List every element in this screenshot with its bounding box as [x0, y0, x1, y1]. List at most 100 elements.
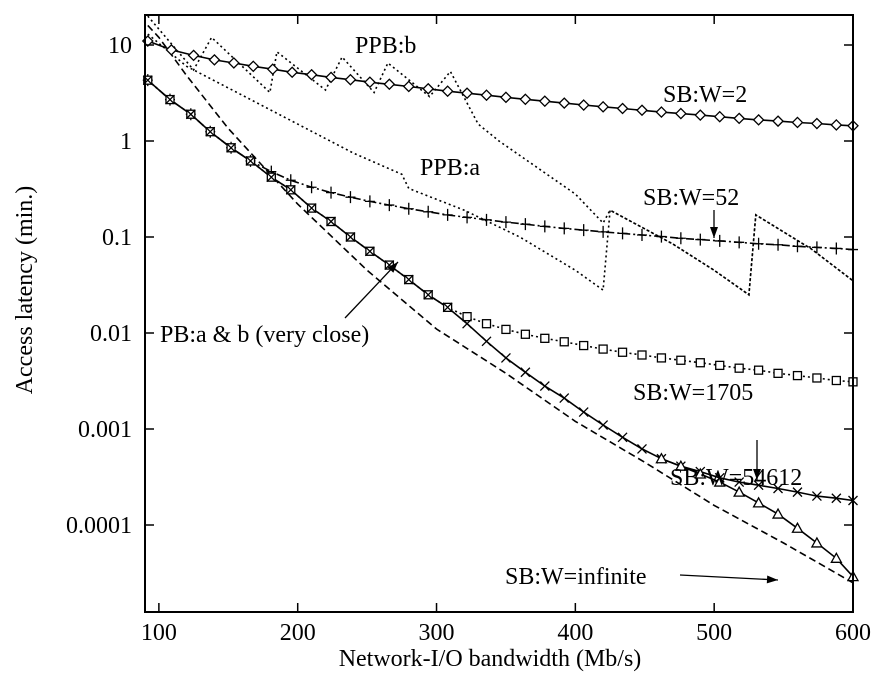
- data-point: [326, 186, 337, 199]
- data-point: [598, 225, 609, 238]
- data-point: [598, 420, 609, 430]
- data-point: [519, 93, 532, 106]
- data-point: [442, 208, 453, 221]
- axes-ticks: 100 200 300 400 500 600 0.0001 0.001 0.01 0.1 1 10: [66, 15, 871, 646]
- data-point: [810, 536, 824, 548]
- data-point: [674, 107, 687, 120]
- data-point: [811, 241, 822, 254]
- data-point: [345, 191, 356, 204]
- data-point: [753, 365, 764, 375]
- data-point: [285, 184, 296, 195]
- data-point: [520, 367, 531, 378]
- data-point: [617, 227, 628, 240]
- data-point: [655, 106, 668, 119]
- series-line: [147, 79, 854, 502]
- plot-frame: [144, 14, 854, 613]
- data-point: [364, 246, 375, 257]
- data-point: [733, 485, 746, 497]
- data-point: [558, 97, 571, 110]
- data-point: [245, 155, 256, 166]
- data-point: [247, 60, 260, 73]
- data-point: [520, 218, 531, 231]
- data-point: [185, 109, 196, 120]
- y-tick-label: 0.0001: [66, 513, 132, 539]
- plot-markers: [141, 35, 860, 582]
- x-tick-label: 600: [835, 620, 871, 646]
- data-point: [539, 220, 550, 233]
- data-point: [500, 216, 511, 229]
- data-point: [402, 80, 415, 93]
- annotation-label: PB:a & b (very close): [160, 322, 369, 348]
- data-point: [480, 89, 493, 102]
- data-point: [831, 375, 841, 386]
- data-point: [734, 236, 745, 249]
- data-point: [771, 507, 785, 519]
- data-point: [579, 340, 589, 351]
- data-point: [694, 109, 707, 122]
- data-point: [636, 228, 647, 241]
- annotation-label: PPB:a: [420, 155, 480, 181]
- data-point: [538, 95, 551, 108]
- data-point: [326, 216, 336, 227]
- data-point: [792, 370, 803, 381]
- data-point: [655, 452, 668, 464]
- data-point: [208, 53, 221, 66]
- data-point: [442, 302, 453, 313]
- annotation-arrowhead: [753, 469, 761, 480]
- series-line: [147, 24, 854, 584]
- data-point: [226, 142, 237, 153]
- x-tick-label: 400: [557, 620, 593, 646]
- data-point: [831, 242, 842, 255]
- data-point: [559, 337, 569, 347]
- data-point: [695, 358, 705, 368]
- data-point: [675, 232, 686, 245]
- x-tick-label: 300: [419, 620, 455, 646]
- data-point: [713, 110, 726, 123]
- data-point: [187, 49, 200, 62]
- data-point: [403, 202, 414, 215]
- data-point: [617, 347, 628, 357]
- data-point: [285, 174, 296, 187]
- series-line: [147, 33, 854, 297]
- data-point: [830, 551, 843, 563]
- data-point: [520, 329, 531, 339]
- data-point: [753, 480, 764, 491]
- y-tick-label: 0.01: [90, 321, 132, 347]
- series-line: [147, 15, 854, 297]
- annotation-label: SB:W=1705: [633, 380, 753, 406]
- data-point: [501, 324, 511, 335]
- annotation-arrow: [679, 574, 779, 581]
- data-point: [363, 76, 376, 89]
- data-point: [500, 91, 512, 104]
- data-point: [656, 353, 667, 363]
- x-axis-title: Network-I/O bandwidth (Mb/s): [339, 646, 642, 672]
- data-point: [227, 57, 240, 69]
- data-point: [423, 205, 434, 218]
- data-point: [462, 211, 473, 224]
- data-point: [578, 407, 589, 418]
- data-point: [715, 360, 725, 371]
- data-point: [694, 467, 707, 479]
- data-point: [266, 172, 277, 183]
- annotation-label: SB:W=infinite: [505, 564, 647, 590]
- annotation-arrow: [344, 261, 399, 319]
- annotation-label: SB:W=52: [643, 185, 739, 211]
- data-point: [306, 181, 317, 194]
- data-point: [791, 521, 804, 533]
- data-point: [306, 203, 317, 214]
- data-point: [500, 352, 511, 363]
- data-point: [578, 224, 589, 237]
- data-point: [753, 237, 764, 250]
- data-point: [812, 373, 822, 383]
- data-point: [637, 350, 647, 360]
- data-point: [481, 319, 492, 329]
- data-point: [734, 477, 745, 488]
- data-point: [540, 333, 550, 343]
- x-tick-label: 100: [141, 620, 177, 646]
- data-point: [830, 119, 843, 131]
- y-tick-label: 10: [108, 33, 132, 59]
- data-point: [559, 222, 570, 235]
- data-point: [481, 336, 492, 347]
- data-point: [792, 487, 803, 498]
